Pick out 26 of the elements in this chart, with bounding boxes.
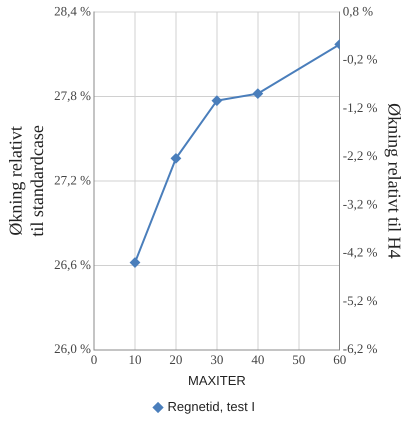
y-axis-title: Økning relativt til standardcase [6, 125, 48, 237]
x-tick-label: 50 [292, 352, 306, 368]
point [212, 96, 222, 106]
y2-tick-label: -5,2 % [342, 292, 378, 308]
y-tick-label: 26,0 % [54, 341, 92, 356]
y2-tick-label: -4,2 % [342, 244, 378, 260]
x-tick-label: 40 [251, 352, 264, 368]
y2-axis-title: Økning relativt til H4 [384, 103, 404, 259]
y-tick-label: 27,2 % [54, 172, 92, 188]
legend-label: Regnetid, test I [168, 399, 255, 414]
point [170, 153, 181, 164]
y2-tick-label: -2,2 % [342, 148, 378, 164]
x-axis-title: MAXITER [188, 372, 246, 388]
x-tick-label: 10 [128, 352, 142, 368]
point [130, 258, 140, 268]
y2-tick-label: -1,2 % [342, 100, 378, 115]
y-tick-label: 28,4 % [54, 3, 92, 18]
point [252, 88, 263, 99]
y2-tick-label: 0,8 % [342, 3, 374, 18]
y-tick-label: 26,6 % [54, 256, 92, 272]
y2-tick-label: -3,2 % [342, 196, 378, 212]
y-tick-label: 27,8 % [54, 88, 92, 103]
x-tick-label: 30 [210, 352, 224, 368]
x-tick-label: 0 [90, 352, 98, 368]
x-tick-label: 20 [169, 352, 182, 368]
y2-tick-label: -0,2 % [342, 52, 378, 67]
